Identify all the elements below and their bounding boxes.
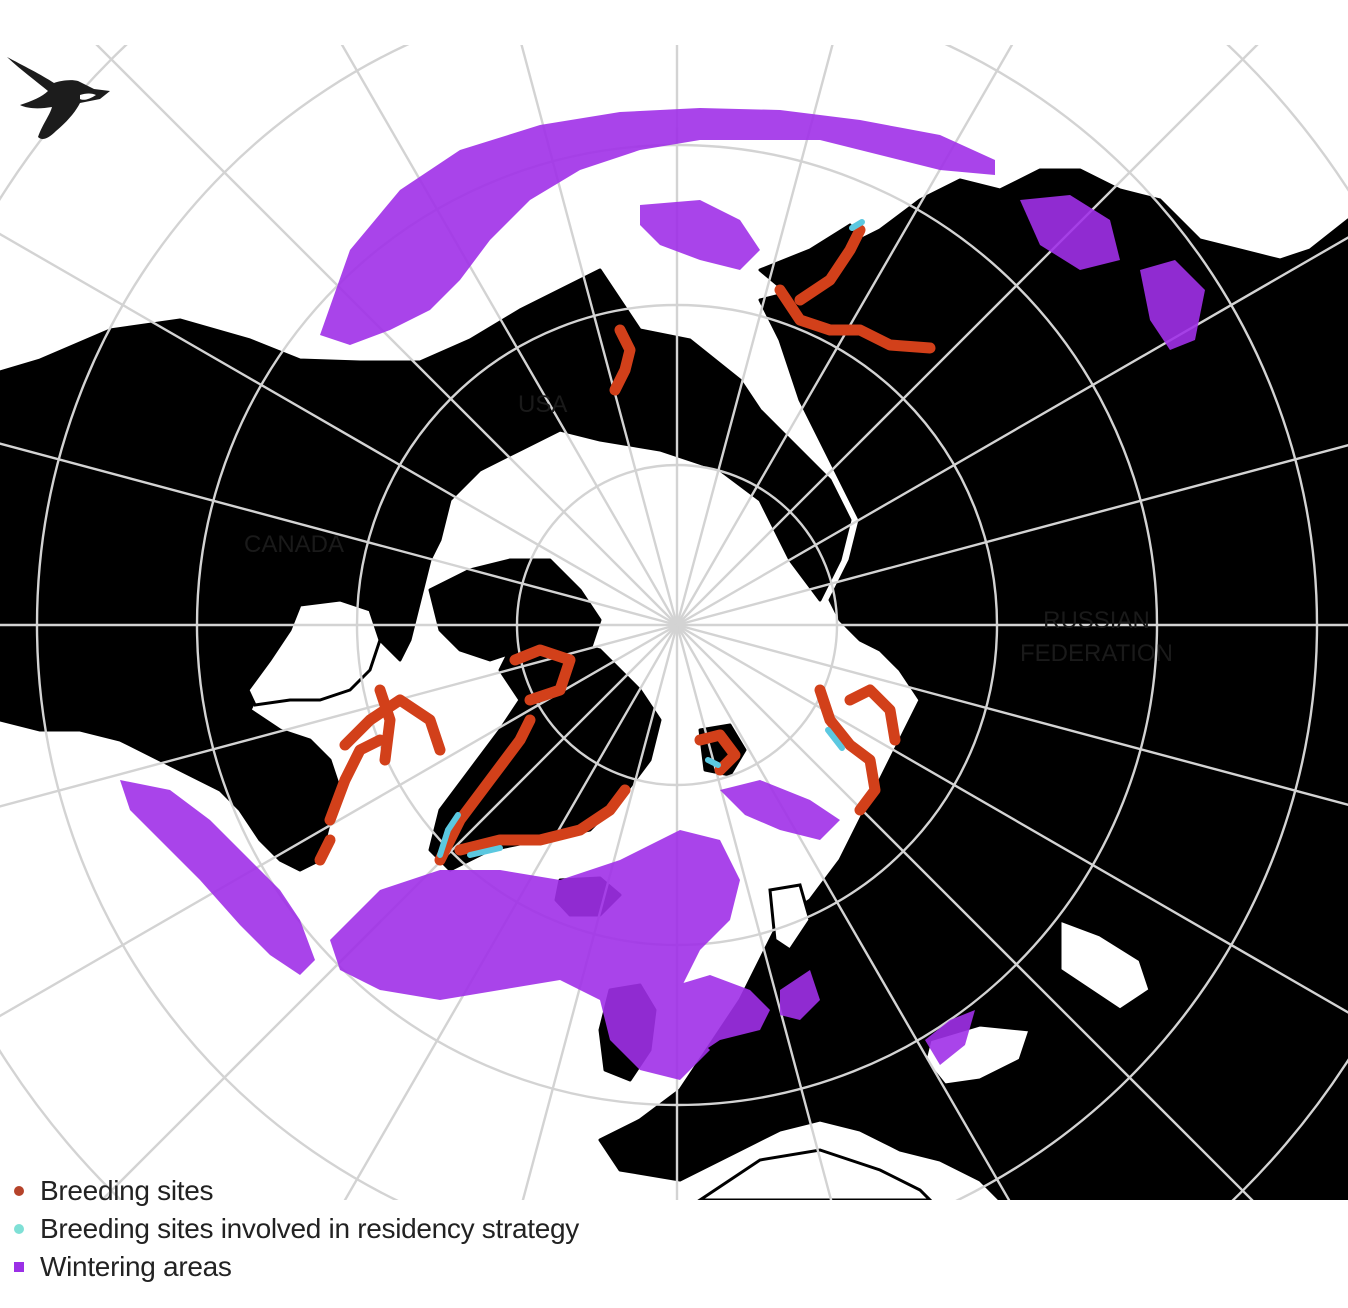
breeding-site-track <box>814 684 881 816</box>
legend-item-wintering: Wintering areas <box>14 1248 579 1286</box>
breeding-site-track <box>374 684 396 766</box>
legend-label: Wintering areas <box>40 1251 232 1282</box>
graticule-meridian <box>675 45 834 626</box>
residency-site-track <box>849 219 865 231</box>
residency-site-track <box>437 812 461 858</box>
wintering-black-sea <box>925 1010 975 1065</box>
legend-item-breeding: Breeding sites <box>14 1172 579 1210</box>
land-alaska-sv <box>758 223 862 297</box>
legend-item-residency: Breeding sites involved in residency str… <box>14 1210 579 1248</box>
breeding-site-track <box>314 834 336 866</box>
breeding-site-track <box>339 694 446 756</box>
graticule-meridian <box>0 442 678 627</box>
label-russian-federation: RUSSIAN FEDERATION <box>1020 604 1173 670</box>
seabird-icon <box>7 57 110 139</box>
inland-waters <box>246 598 1152 1200</box>
wintering-white-sea <box>720 780 840 840</box>
graticule-meridian <box>520 45 679 626</box>
residency-site-track <box>705 757 721 768</box>
residency-site-track <box>467 845 503 858</box>
graticule-meridian <box>675 45 1014 626</box>
legend-label: Breeding sites <box>40 1175 214 1206</box>
caspian-sea <box>1058 917 1152 1012</box>
wintering-areas <box>120 108 1205 1080</box>
graticule-meridian <box>340 45 679 626</box>
label-usa: USA <box>518 391 568 418</box>
graticule-meridian <box>0 232 678 627</box>
breeding-site-track <box>794 224 866 306</box>
breeding-site-track <box>434 714 536 866</box>
graticule-meridian <box>676 624 1254 1200</box>
legend-label: Breeding sites involved in residency str… <box>40 1213 580 1244</box>
graticule-meridian <box>676 623 1348 1014</box>
label-russian-line-1: RUSSIAN <box>1043 607 1150 634</box>
wintering-square-icon <box>14 1262 24 1272</box>
baltic-sea <box>768 883 812 953</box>
wintering-north-sea <box>660 975 770 1060</box>
graticule-meridian <box>676 443 1348 627</box>
graticule-meridian <box>521 624 679 1200</box>
wintering-okhotsk <box>1140 260 1205 350</box>
land-north-america <box>0 268 852 872</box>
graticule-meridian <box>676 236 1348 627</box>
graticule-meridian <box>0 623 678 808</box>
land-arctic-archipelago <box>428 558 602 662</box>
breeding-site-track <box>324 734 386 826</box>
graticule-meridian <box>95 45 678 626</box>
graticule-meridian <box>100 624 678 1200</box>
mediterranean <box>697 1148 933 1200</box>
breeding-site-track <box>694 729 741 776</box>
wintering-labrador <box>120 780 315 975</box>
graticule-meridian <box>676 623 1348 807</box>
wintering-bering <box>640 200 760 270</box>
wintering-north-atlantic <box>330 830 740 1080</box>
graticule-meridian <box>343 624 679 1200</box>
breeding-site-track <box>609 324 636 396</box>
breeding-dot-icon <box>14 1186 24 1196</box>
hudson-bay <box>246 598 382 707</box>
legend: Breeding sites Breeding sites involved i… <box>14 1172 579 1286</box>
graticule-meridian <box>676 45 1259 626</box>
residency-dot-icon <box>14 1224 24 1234</box>
wintering-baltic <box>780 970 820 1020</box>
wintering-north-pacific <box>320 108 995 345</box>
breeding-site-track <box>844 684 901 746</box>
graticule-meridian <box>0 623 678 1018</box>
label-canada: CANADA <box>244 531 345 558</box>
breeding-sites <box>314 219 936 866</box>
residency-site-track <box>825 727 845 751</box>
wintering-sea-of-japan <box>1020 195 1120 270</box>
breeding-site-track <box>774 284 936 354</box>
graticule-meridian <box>675 624 833 1200</box>
label-russian-line-2: FEDERATION <box>1020 640 1173 667</box>
breeding-site-track <box>454 784 631 856</box>
breeding-site-track <box>509 644 576 706</box>
